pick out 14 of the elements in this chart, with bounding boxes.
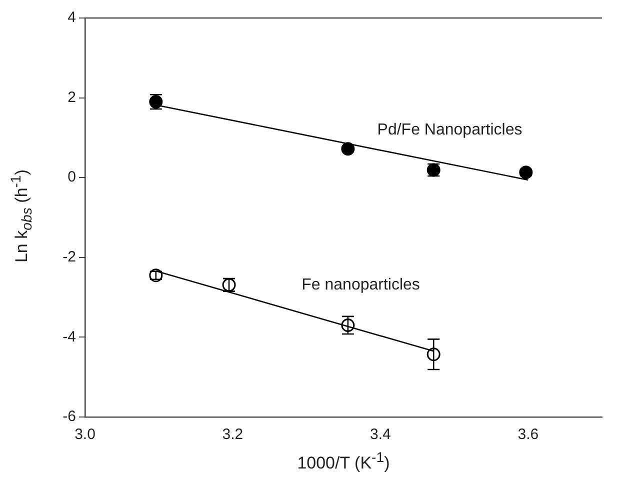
- y-tick-label: 4: [68, 9, 76, 26]
- point: [149, 268, 163, 282]
- y-tick-label: -4: [62, 328, 76, 346]
- y-tick-label: -2: [62, 248, 76, 266]
- x-tick-label: 3.2: [222, 426, 244, 444]
- text: Fe nanoparticles: [302, 276, 420, 294]
- x-tick-label: 3.0: [74, 426, 96, 444]
- x-tick-label: 3.6: [518, 426, 539, 444]
- y-tick-label: 0: [68, 168, 76, 186]
- y-tick-label: 2: [68, 88, 76, 106]
- x-axis-title: 1000/T (K$^{-1}$): [296, 450, 391, 474]
- series-label: Pd/Fe Nanoparticles: [377, 121, 522, 138]
- y-tick-label: -6: [62, 408, 76, 426]
- x-tick-label: 3.4: [370, 426, 391, 444]
